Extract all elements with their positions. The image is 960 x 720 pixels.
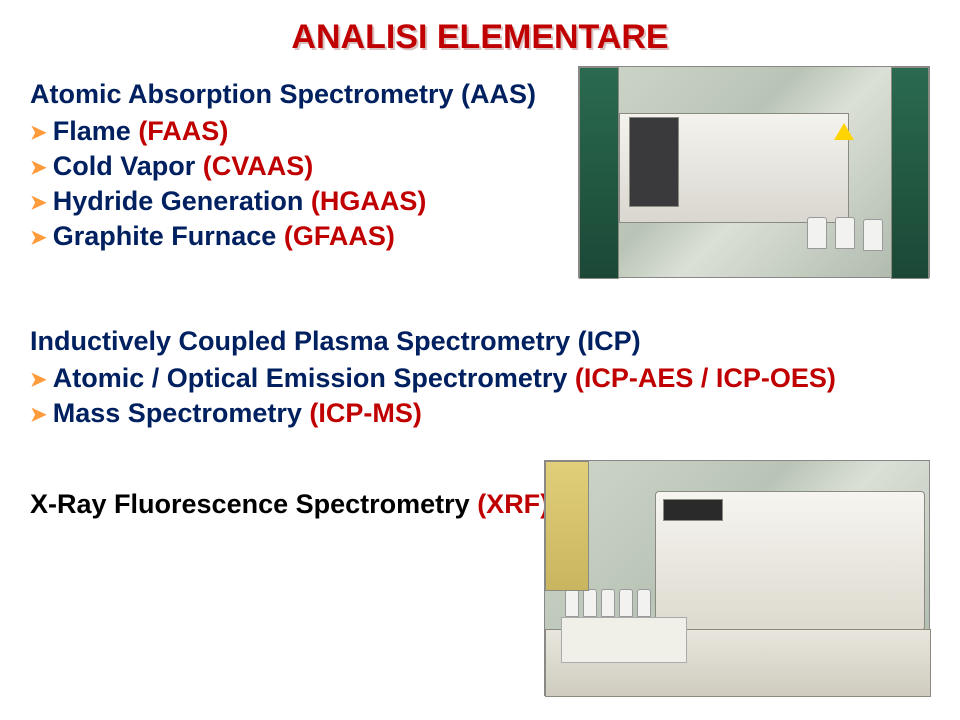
bullet-icon: ➤: [30, 158, 47, 178]
bullet-icon: ➤: [30, 193, 47, 213]
slide-title-text: ANALISI ELEMENTARE: [291, 18, 668, 56]
bullet-paren: (ICP-AES / ICP-OES): [575, 363, 836, 393]
bullet-prefix: Flame: [53, 116, 139, 146]
bullet-icon: ➤: [30, 123, 47, 143]
icp-ms-instrument-photo: [544, 460, 930, 696]
bullet-icon: ➤: [30, 405, 47, 425]
bullet-paren: (ICP-MS): [309, 398, 421, 428]
section3-prefix: X-Ray Fluorescence Spectrometry: [30, 489, 477, 519]
section3-paren: (XRF): [477, 489, 549, 519]
bullet-prefix: Mass Spectrometry: [53, 398, 310, 428]
bullet-icon: ➤: [30, 370, 47, 390]
bullet-prefix: Graphite Furnace: [53, 221, 284, 251]
aas-instrument-photo: [578, 66, 930, 278]
section2-item-1: ➤ Mass Spectrometry (ICP-MS): [30, 398, 930, 429]
section2-heading: Inductively Coupled Plasma Spectrometry …: [30, 326, 930, 357]
bullet-paren: (HGAAS): [311, 186, 427, 216]
bullet-prefix: Cold Vapor: [53, 151, 203, 181]
bullet-prefix: Atomic / Optical Emission Spectrometry: [53, 363, 575, 393]
section2-item-0: ➤ Atomic / Optical Emission Spectrometry…: [30, 363, 930, 394]
bullet-prefix: Hydride Generation: [53, 186, 311, 216]
bullet-icon: ➤: [30, 228, 47, 248]
bullet-paren: (CVAAS): [203, 151, 314, 181]
bullet-paren: (GFAAS): [284, 221, 395, 251]
bullet-paren: (FAAS): [138, 116, 228, 146]
slide-root: ANALISI ELEMENTARE Atomic Absorption Spe…: [0, 0, 960, 720]
slide-title: ANALISI ELEMENTARE: [30, 18, 930, 57]
